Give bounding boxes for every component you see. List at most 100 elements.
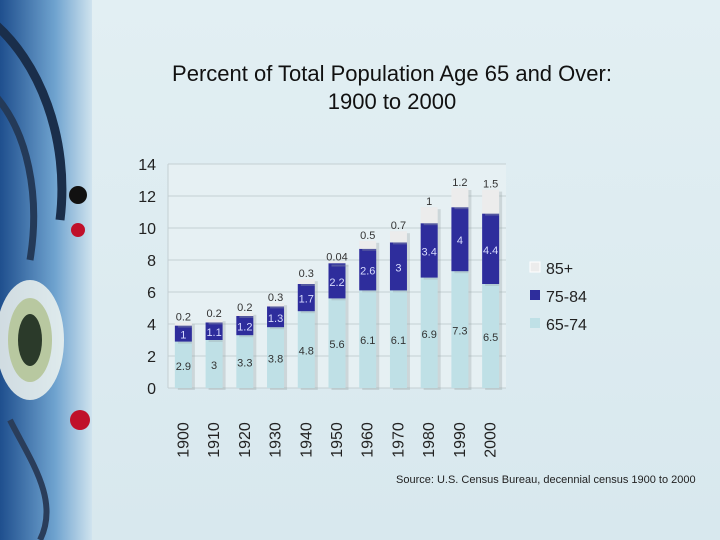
bar-shadow [177,324,195,328]
value-label: 3 [395,262,401,274]
legend-swatch-75-84 [530,290,540,300]
bar-segment-75-84-1940 [297,284,315,312]
bar-segment-65-74-2000 [482,284,500,388]
bar-segment-65-74-1900 [174,341,192,388]
value-label: 1 [180,330,186,342]
y-tick-labels: 0 2 4 6 8 10 12 14 [138,157,156,398]
bar-shadow [331,264,349,267]
value-label: 7.3 [452,326,467,338]
value-label: 6.1 [391,335,406,347]
bar-segment-75-84-1950 [328,263,346,299]
bar-shadow [208,321,226,325]
value-label: 1.7 [299,294,314,306]
bar-segment-85+-1910 [205,319,223,323]
value-label: 0.2 [176,311,191,323]
value-label: 6.1 [360,335,375,347]
value-label: 1.1 [206,327,221,339]
legend: 85+ 75-84 65-74 [529,261,587,334]
bar-segment-65-74-1950 [328,298,346,388]
value-label: 3.8 [268,354,283,366]
y-tick-label: 10 [138,221,156,238]
legend-swatch-65-74 [530,318,540,328]
value-label: 2.9 [176,361,191,373]
title-line-1: Percent of Total Population Age 65 and O… [172,61,612,86]
bar-shadow [270,305,288,309]
legend-swatch-85+ [529,261,541,273]
title-line-2: 1900 to 2000 [327,89,457,114]
value-label: 3.3 [237,358,252,370]
bar-segment-75-84-1930 [267,306,285,328]
bars [174,188,503,390]
value-label: 0.2 [206,308,221,320]
bar-segment-75-84-1970 [389,242,407,291]
bar-segment-85+-1950 [328,261,346,264]
bar-segment-85+-1980 [420,207,438,224]
value-label: 1.2 [237,322,252,334]
legend-label: 75-84 [546,289,587,306]
source-note: Source: U.S. Census Bureau, decennial ce… [396,474,696,486]
value-label: 1.5 [483,179,498,191]
value-label: 3 [211,360,217,372]
bar-segment-65-74-1970 [389,290,407,388]
value-label: 0.04 [326,252,347,264]
y-tick-label: 0 [147,381,156,398]
bar-segment-65-74-1980 [420,277,438,388]
legend-label: 65-74 [546,317,587,334]
bar-segment-85+-1990 [451,188,469,208]
bar-segment-65-74-1940 [297,311,315,388]
x-tick-label: 1930 [268,422,285,458]
value-label: 6.9 [422,329,437,341]
bar-shadow [239,314,257,318]
x-tick-label: 1920 [237,422,254,458]
value-label: 1 [426,196,432,208]
x-tick-label: 1990 [452,422,469,458]
bar-segment-85+-2000 [482,189,500,214]
value-label: 2.6 [360,266,375,278]
y-tick-label: 12 [138,189,156,206]
bar-segment-85+-1930 [267,303,285,307]
value-label: 4.8 [299,346,314,358]
x-tick-label: 1900 [175,422,192,458]
bar-segment-85+-1900 [174,322,192,326]
bar-segment-85+-1920 [236,312,254,316]
x-tick-label: 1910 [206,422,223,458]
x-tick-label: 1960 [360,422,377,458]
x-tick-label: 1950 [329,422,346,458]
bar-segment-75-84-1920 [236,316,254,336]
slide-title: Percent of Total Population Age 65 and O… [92,60,692,116]
bar-segment-65-74-1960 [359,290,377,388]
y-tick-label: 14 [138,157,156,174]
stethoscope-image [0,0,92,540]
value-label: 0.5 [360,230,375,242]
value-label: 4 [457,235,463,247]
decorative-stethoscope-band [0,0,92,540]
y-tick-label: 2 [147,349,156,366]
x-tick-label: 1970 [390,422,407,458]
bar-segment-75-84-1900 [174,325,192,342]
x-tick-label: 1980 [421,422,438,458]
value-label: 0.3 [268,292,283,304]
legend-label: 85+ [546,261,573,278]
x-tick-label: 2000 [483,422,500,458]
bar-segment-85+-1960 [359,240,377,249]
y-tick-label: 8 [147,253,156,270]
value-label: 3.4 [422,246,437,258]
bar-segment-75-84-1990 [451,207,469,272]
value-label: 0.2 [237,302,252,314]
bar-segment-85+-1940 [297,279,315,284]
value-label: 5.6 [329,339,344,351]
bar-segment-65-74-1990 [451,271,469,388]
value-label: 0.7 [391,220,406,232]
value-label: 1.3 [268,313,283,325]
bar-segment-75-84-1960 [359,248,377,291]
value-label: 4.4 [483,245,498,257]
x-tick-labels: 1900 1910 1920 1930 1940 1950 1960 1970 1980 1990… [175,422,499,458]
x-tick-label: 1940 [298,422,315,458]
y-tick-label: 4 [147,317,156,334]
bar-segment-75-84-1980 [420,223,438,278]
bar-segment-65-74-1930 [267,327,285,388]
value-labels: 2.9 1 0.2 3 1.1 0.2 3.3 1.2 0.2 3.8 1.3 0.3 4.8 1.7 0.… [176,177,499,373]
value-label: 0.3 [299,268,314,280]
bar-segment-65-74-1920 [236,335,254,388]
